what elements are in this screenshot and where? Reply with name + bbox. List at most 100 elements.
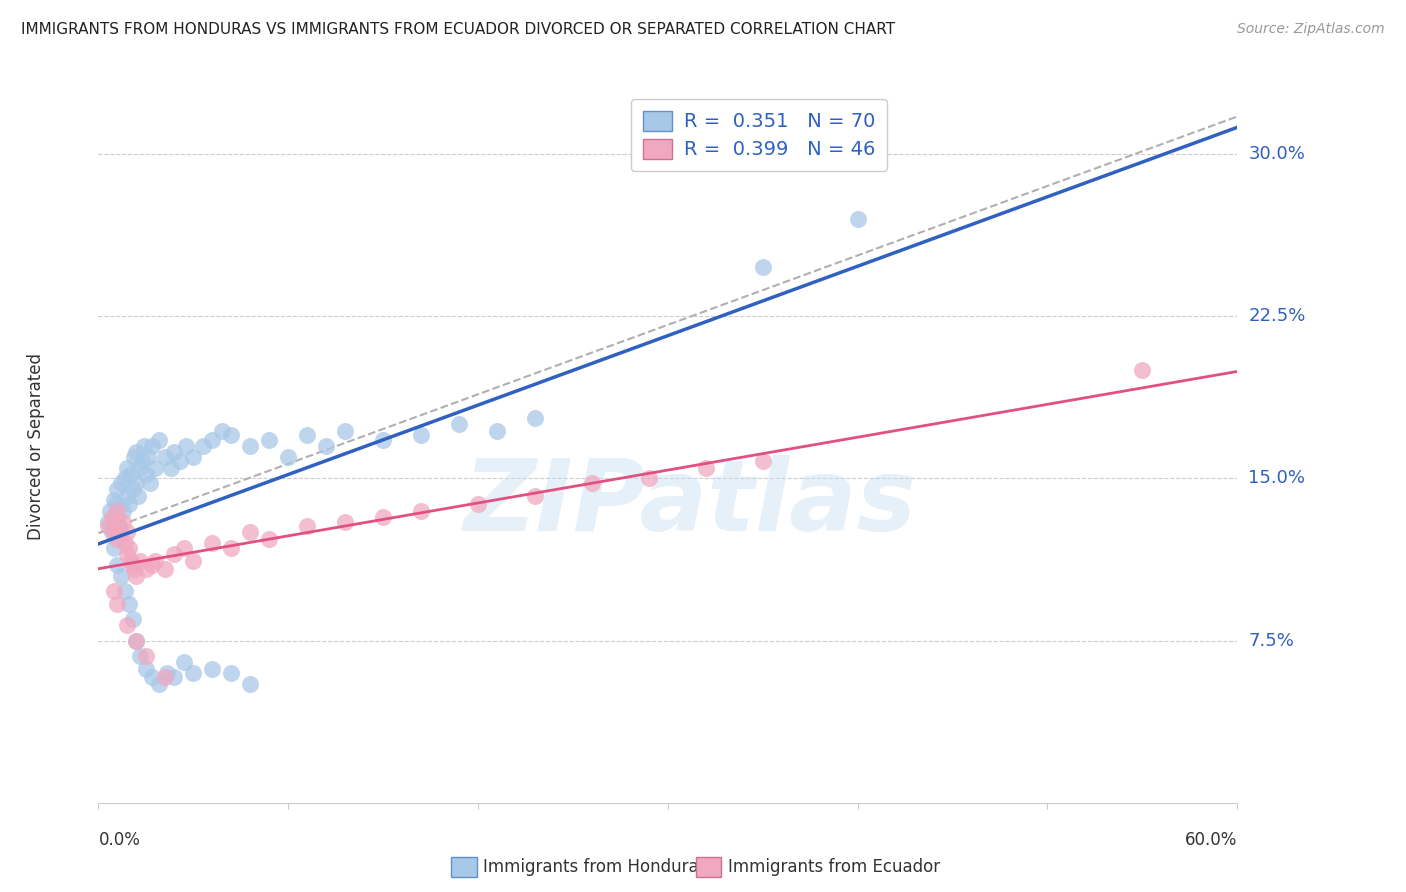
Text: Divorced or Separated: Divorced or Separated — [27, 352, 45, 540]
Point — [97, 519, 120, 533]
Point — [131, 454, 153, 468]
Point — [110, 525, 132, 540]
Point — [100, 525, 122, 540]
Point — [411, 504, 433, 518]
Point — [114, 536, 136, 550]
Point — [125, 568, 148, 582]
Point — [173, 541, 195, 555]
Point — [125, 633, 148, 648]
Point — [135, 648, 157, 663]
Point — [125, 475, 148, 490]
Point — [115, 547, 138, 561]
Point — [581, 475, 603, 490]
Point — [159, 460, 181, 475]
Point — [695, 460, 717, 475]
Text: 15.0%: 15.0% — [1249, 469, 1305, 487]
Point — [1132, 363, 1154, 377]
Point — [124, 450, 146, 464]
Point — [148, 433, 170, 447]
Text: 0.0%: 0.0% — [98, 831, 141, 849]
Point — [467, 497, 489, 511]
Point — [153, 670, 176, 684]
Point — [135, 562, 157, 576]
Text: 60.0%: 60.0% — [1185, 831, 1237, 849]
Point — [110, 475, 132, 490]
Text: Immigrants from Honduras: Immigrants from Honduras — [484, 858, 707, 876]
Point — [107, 597, 129, 611]
Point — [107, 482, 129, 496]
Point — [221, 541, 243, 555]
Point — [107, 558, 129, 572]
Point — [112, 515, 135, 529]
Point — [259, 433, 281, 447]
Text: ZIPatlas: ZIPatlas — [464, 455, 917, 551]
Point — [115, 460, 138, 475]
Point — [125, 445, 148, 459]
Point — [221, 428, 243, 442]
Point — [201, 662, 224, 676]
Point — [135, 467, 157, 482]
Point — [411, 428, 433, 442]
Point — [118, 497, 141, 511]
Point — [211, 424, 233, 438]
Text: 7.5%: 7.5% — [1249, 632, 1295, 649]
Point — [107, 510, 129, 524]
Point — [135, 662, 157, 676]
Point — [335, 515, 357, 529]
Point — [163, 445, 186, 459]
Point — [104, 515, 127, 529]
Point — [103, 541, 125, 555]
Text: Immigrants from Ecuador: Immigrants from Ecuador — [728, 858, 941, 876]
Point — [121, 482, 143, 496]
Text: 22.5%: 22.5% — [1249, 307, 1306, 326]
Point — [145, 460, 167, 475]
Point — [104, 497, 127, 511]
Point — [315, 439, 337, 453]
Point — [118, 597, 141, 611]
Point — [115, 489, 138, 503]
Point — [371, 510, 394, 524]
Text: 30.0%: 30.0% — [1249, 145, 1305, 163]
Point — [297, 428, 319, 442]
Point — [141, 558, 163, 572]
Point — [239, 677, 262, 691]
Point — [138, 475, 160, 490]
Point — [183, 666, 205, 681]
Point — [127, 489, 149, 503]
Point — [239, 439, 262, 453]
Point — [114, 471, 136, 485]
FancyBboxPatch shape — [451, 857, 477, 877]
Point — [103, 493, 125, 508]
Point — [108, 519, 131, 533]
Point — [752, 260, 775, 274]
Point — [97, 515, 120, 529]
Point — [125, 633, 148, 648]
Point — [371, 433, 394, 447]
Point — [524, 410, 547, 425]
Point — [120, 553, 142, 567]
Point — [129, 460, 152, 475]
Point — [486, 424, 509, 438]
Point — [107, 504, 129, 518]
Point — [259, 532, 281, 546]
Point — [118, 541, 141, 555]
Point — [136, 450, 159, 464]
Point — [752, 454, 775, 468]
Point — [129, 648, 152, 663]
Point — [98, 504, 121, 518]
Point — [110, 568, 132, 582]
Point — [638, 471, 661, 485]
Point — [145, 553, 167, 567]
Point — [277, 450, 299, 464]
Point — [163, 670, 186, 684]
Point — [174, 439, 197, 453]
Point — [132, 439, 155, 453]
Point — [524, 489, 547, 503]
Text: IMMIGRANTS FROM HONDURAS VS IMMIGRANTS FROM ECUADOR DIVORCED OR SEPARATED CORREL: IMMIGRANTS FROM HONDURAS VS IMMIGRANTS F… — [21, 22, 896, 37]
Point — [121, 558, 143, 572]
Point — [297, 519, 319, 533]
Text: Source: ZipAtlas.com: Source: ZipAtlas.com — [1237, 22, 1385, 37]
Point — [100, 510, 122, 524]
Point — [120, 467, 142, 482]
Point — [221, 666, 243, 681]
